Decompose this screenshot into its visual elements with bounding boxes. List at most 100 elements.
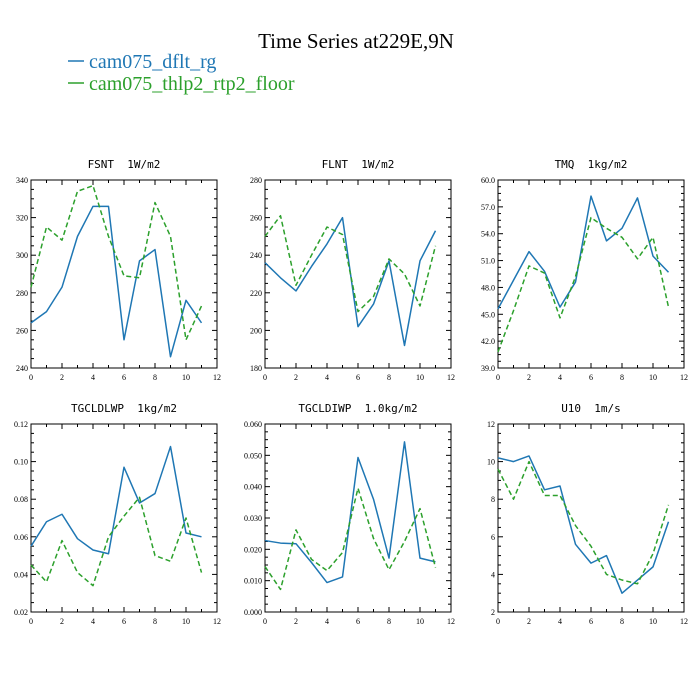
x-tick-label: 6 xyxy=(589,617,593,626)
plot-frame xyxy=(30,423,218,613)
chart-title: FSNT 1W/m2 xyxy=(88,158,161,171)
x-tick-label: 6 xyxy=(356,617,360,626)
x-tick-label: 12 xyxy=(213,617,221,626)
x-tick-label: 0 xyxy=(29,373,33,382)
y-tick-label: 0.060 xyxy=(244,420,262,429)
x-tick-label: 4 xyxy=(325,373,329,382)
y-tick-label: 57.0 xyxy=(481,203,495,212)
x-tick-label: 10 xyxy=(182,373,190,382)
y-tick-label: 0.010 xyxy=(244,577,262,586)
x-tick-label: 4 xyxy=(91,373,95,382)
legend: cam075_dflt_rg cam075_thlp2_rtp2_floor xyxy=(68,51,295,95)
x-tick-label: 8 xyxy=(153,373,157,382)
x-tick-label: 12 xyxy=(680,373,688,382)
panels: FSNT 1W/m20 2 4 6 8 10 12240260280300320340FLN… xyxy=(14,158,688,626)
y-tick-label: 0.06 xyxy=(14,533,28,542)
y-tick-label: 0.08 xyxy=(14,495,28,504)
series-line-1 xyxy=(497,460,670,585)
series-line-1 xyxy=(497,216,670,353)
x-tick-label: 2 xyxy=(60,373,64,382)
x-tick-label: 0 xyxy=(263,617,267,626)
y-tick-label: 200 xyxy=(250,326,262,335)
y-tick-label: 4 xyxy=(491,570,495,579)
x-tick-label: 12 xyxy=(680,617,688,626)
x-tick-label: 8 xyxy=(387,373,391,382)
chart-title: U10 1m/s xyxy=(561,402,621,415)
y-tick-label: 8 xyxy=(491,495,495,504)
y-tick-label: 300 xyxy=(16,251,28,260)
x-tick-label: 2 xyxy=(60,617,64,626)
x-tick-label: 0 xyxy=(29,617,33,626)
y-tick-label: 51.0 xyxy=(481,257,495,266)
y-tick-label: 12 xyxy=(487,420,495,429)
plot-frame xyxy=(264,423,452,613)
y-tick-label: 0.02 xyxy=(14,608,28,617)
series-line-0 xyxy=(497,195,670,310)
x-tick-label: 0 xyxy=(496,617,500,626)
x-tick-label: 12 xyxy=(447,617,455,626)
y-tick-label: 320 xyxy=(16,214,28,223)
x-tick-label: 6 xyxy=(122,373,126,382)
x-tick-label: 4 xyxy=(91,617,95,626)
x-tick-label: 6 xyxy=(356,373,360,382)
y-tick-label: 0.04 xyxy=(14,570,28,579)
x-tick-label: 4 xyxy=(558,373,562,382)
y-tick-label: 340 xyxy=(16,176,28,185)
y-tick-label: 6 xyxy=(491,533,495,542)
y-tick-label: 260 xyxy=(16,326,28,335)
y-tick-label: 180 xyxy=(250,364,262,373)
y-tick-label: 0.12 xyxy=(14,420,28,429)
y-tick-label: 42.0 xyxy=(481,337,495,346)
legend-label-1: cam075_thlp2_rtp2_floor xyxy=(89,73,295,95)
x-tick-label: 8 xyxy=(153,617,157,626)
x-tick-label: 4 xyxy=(558,617,562,626)
y-tick-label: 280 xyxy=(16,289,28,298)
series-line-0 xyxy=(30,445,202,555)
x-tick-label: 4 xyxy=(325,617,329,626)
y-tick-label: 0.000 xyxy=(244,608,262,617)
series-line-0 xyxy=(264,441,436,584)
y-tick-label: 0.040 xyxy=(244,483,262,492)
y-tick-label: 240 xyxy=(16,364,28,373)
y-tick-label: 220 xyxy=(250,289,262,298)
y-tick-label: 39.0 xyxy=(481,364,495,373)
chart-panel-1: FLNT 1W/m2 0 2 4 6 8 10 12 180 200 220 240 260 280 xyxy=(250,158,455,382)
y-tick-label: 2 xyxy=(491,608,495,617)
x-tick-label: 2 xyxy=(527,373,531,382)
y-tick-label: 54.0 xyxy=(481,230,495,239)
y-tick-label: 0.10 xyxy=(14,458,28,467)
x-tick-label: 10 xyxy=(416,373,424,382)
y-tick-label: 10 xyxy=(487,458,495,467)
x-tick-label: 8 xyxy=(620,373,624,382)
chart-panel-0: FSNT 1W/m2 0 2 4 6 8 10 12 240 260 280 300 320 340 xyxy=(16,158,221,382)
x-tick-label: 8 xyxy=(387,617,391,626)
series-line-1 xyxy=(264,214,437,313)
chart-panel-4: TGCLDIWP 1.0kg/m2 0 2 4 6 8 10 12 0.000 0.010 0.02… xyxy=(244,402,455,626)
y-tick-label: 260 xyxy=(250,214,262,223)
series-line-1 xyxy=(30,184,203,341)
x-tick-label: 10 xyxy=(182,617,190,626)
series-line-0 xyxy=(264,216,437,347)
x-tick-label: 2 xyxy=(527,617,531,626)
x-tick-label: 10 xyxy=(416,617,424,626)
x-tick-label: 12 xyxy=(447,373,455,382)
series-line-1 xyxy=(30,496,203,587)
figure-title: Time Series at229E,9N xyxy=(258,29,454,53)
legend-label-0: cam075_dflt_rg xyxy=(89,51,216,73)
x-tick-label: 0 xyxy=(496,373,500,382)
series-line-0 xyxy=(30,205,203,358)
chart-panel-3: TGCLDLWP 1kg/m2 0 2 4 6 8 10 12 0.02 0.04 0.06 0.08… xyxy=(14,402,221,626)
x-tick-label: 0 xyxy=(263,373,267,382)
x-tick-label: 10 xyxy=(649,373,657,382)
chart-title: TGCLDIWP 1.0kg/m2 xyxy=(298,402,417,415)
x-tick-label: 6 xyxy=(122,617,126,626)
x-tick-label: 2 xyxy=(294,373,298,382)
y-tick-label: 0.030 xyxy=(244,514,262,523)
x-tick-label: 8 xyxy=(620,617,624,626)
x-tick-label: 6 xyxy=(589,373,593,382)
x-tick-label: 2 xyxy=(294,617,298,626)
x-tick-label: 10 xyxy=(649,617,657,626)
chart-title: TMQ 1kg/m2 xyxy=(555,158,628,171)
y-tick-label: 0.050 xyxy=(244,451,262,460)
